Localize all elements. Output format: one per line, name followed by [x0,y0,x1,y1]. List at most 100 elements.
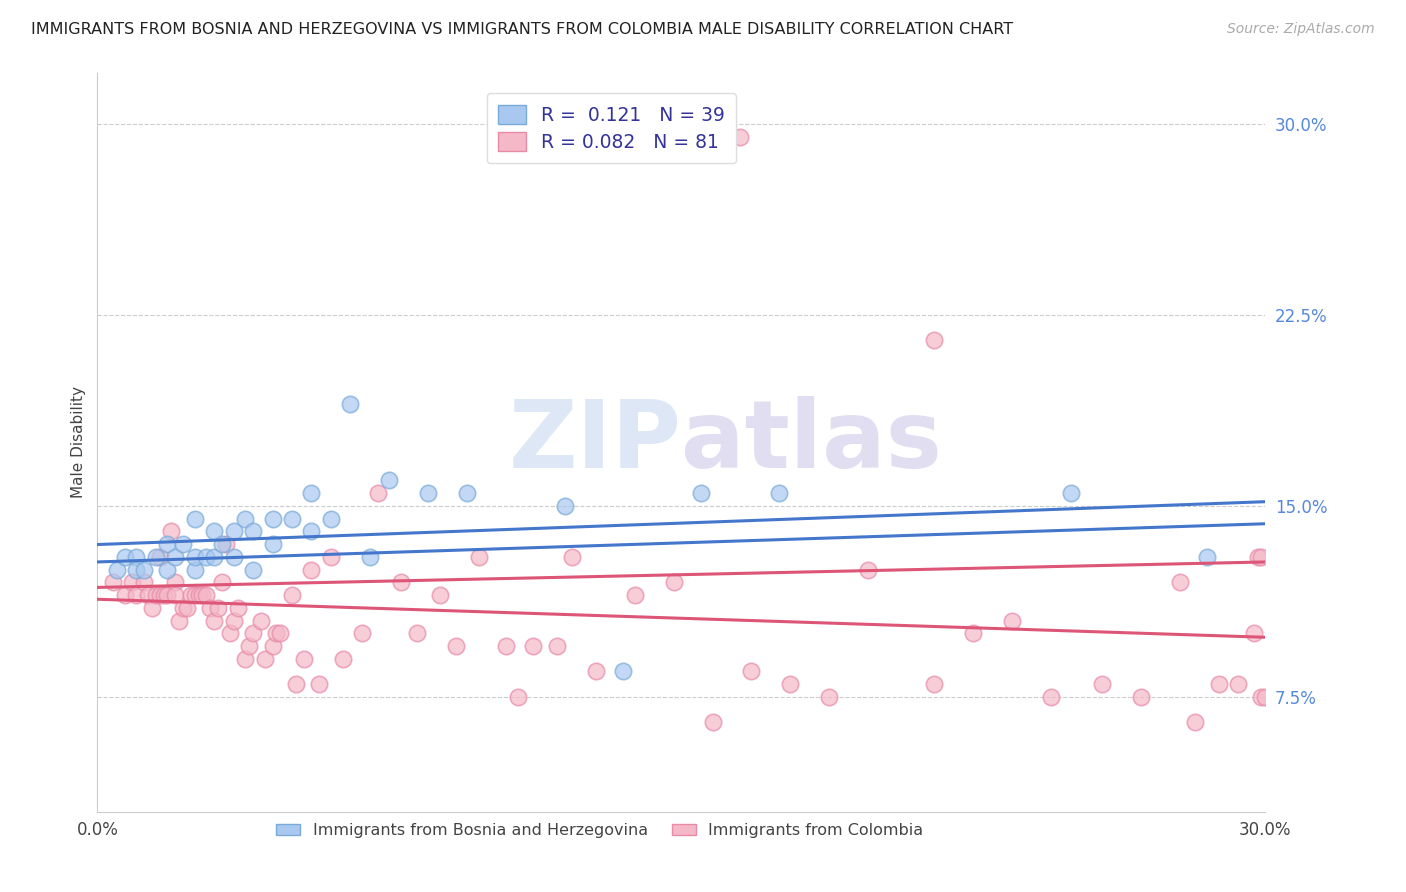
Point [740,665,762,679]
Point [172,600,194,615]
Point [924,677,946,691]
Point [125,563,148,577]
Point [1250,690,1272,704]
Point [156,588,179,602]
Point [242,524,264,539]
Point [114,588,136,602]
Point [242,626,264,640]
Point [623,588,645,602]
Point [378,474,401,488]
Legend: Immigrants from Bosnia and Herzegovina, Immigrants from Colombia: Immigrants from Bosnia and Herzegovina, … [270,816,929,844]
Point [319,549,342,564]
Point [456,486,478,500]
Point [1243,626,1265,640]
Point [211,575,233,590]
Point [202,614,225,628]
Point [858,563,880,577]
Point [301,486,323,500]
Text: IMMIGRANTS FROM BOSNIA AND HERZEGOVINA VS IMMIGRANTS FROM COLOMBIA MALE DISABILI: IMMIGRANTS FROM BOSNIA AND HERZEGOVINA V… [31,22,1014,37]
Point [136,588,159,602]
Point [506,690,529,704]
Point [202,524,225,539]
Point [132,563,155,577]
Point [233,651,256,665]
Y-axis label: Male Disability: Male Disability [72,386,86,499]
Point [281,588,304,602]
Point [233,511,256,525]
Point [418,486,440,500]
Point [172,537,194,551]
Point [165,588,187,602]
Point [281,511,304,525]
Point [585,665,607,679]
Point [114,549,136,564]
Point [165,549,187,564]
Point [561,549,583,564]
Point [253,651,276,665]
Text: Source: ZipAtlas.com: Source: ZipAtlas.com [1227,22,1375,37]
Point [160,524,183,539]
Point [962,626,984,640]
Point [183,563,205,577]
Point [1091,677,1114,691]
Point [689,486,711,500]
Point [183,511,205,525]
Text: ZIP: ZIP [509,396,682,488]
Point [308,677,330,691]
Point [145,588,167,602]
Point [429,588,451,602]
Point [1001,614,1024,628]
Point [180,588,202,602]
Point [222,614,245,628]
Point [1040,690,1063,704]
Point [101,575,124,590]
Point [165,575,187,590]
Point [266,626,288,640]
Point [125,588,148,602]
Point [242,563,264,577]
Point [202,549,225,564]
Point [167,614,190,628]
Point [145,549,167,564]
Point [200,600,222,615]
Point [1060,486,1083,500]
Point [728,129,751,144]
Point [262,511,284,525]
Point [262,537,284,551]
Point [1184,715,1206,730]
Point [195,588,218,602]
Point [367,486,389,500]
Point [132,575,155,590]
Point [125,549,148,564]
Point [301,563,323,577]
Point [195,549,218,564]
Point [1227,677,1250,691]
Point [332,651,354,665]
Point [121,575,143,590]
Point [1195,549,1218,564]
Point [226,600,249,615]
Point [1129,690,1152,704]
Point [156,563,179,577]
Point [612,665,634,679]
Point [319,511,342,525]
Point [522,639,544,653]
Point [389,575,412,590]
Point [191,588,214,602]
Point [222,524,245,539]
Point [149,588,172,602]
Point [1246,549,1268,564]
Point [546,639,568,653]
Point [444,639,467,653]
Point [924,334,946,348]
Point [183,588,205,602]
Point [1254,690,1277,704]
Point [779,677,801,691]
Point [215,537,238,551]
Point [222,549,245,564]
Point [187,588,209,602]
Point [284,677,307,691]
Point [1250,549,1272,564]
Point [269,626,291,640]
Point [238,639,260,653]
